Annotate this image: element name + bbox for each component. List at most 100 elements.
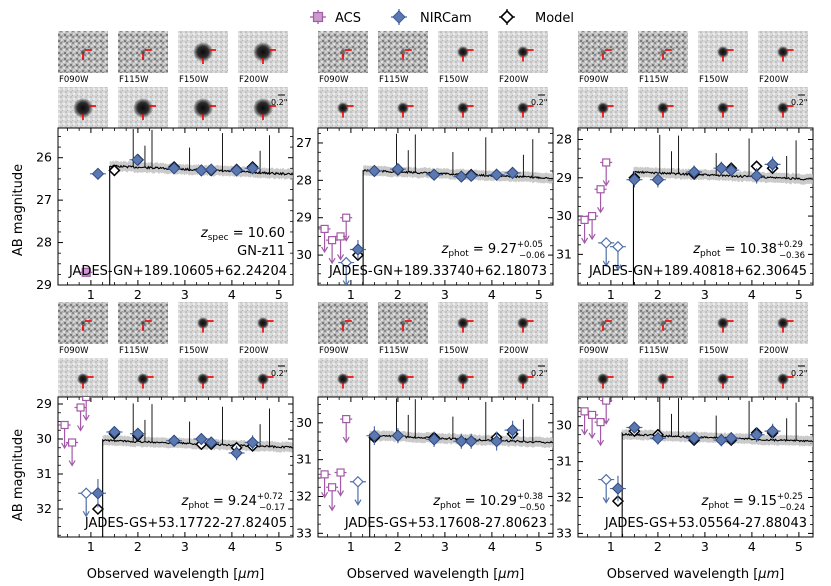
x-axis: 1 2 3 4 5 <box>587 397 803 554</box>
panel-gs-53.17722: F090WF115WF150WF200WF277WF356WF444WSNR0.… <box>36 302 294 554</box>
acs-marker <box>596 185 605 194</box>
source <box>517 317 529 329</box>
y-tick-label: 28 <box>296 172 312 187</box>
model-spectrum <box>632 170 813 285</box>
y-tick-label: 30 <box>556 418 572 433</box>
nircam-point <box>228 164 245 177</box>
stamp: F200W <box>498 31 548 85</box>
acs-arrow-head <box>321 492 329 499</box>
source <box>717 102 729 114</box>
acs-point <box>586 211 599 241</box>
acs-marker <box>580 407 589 416</box>
nircam-marker <box>490 168 503 181</box>
source <box>253 42 273 62</box>
scale-label: 0.2" <box>271 98 287 107</box>
x-axis: 1 2 3 4 5 <box>326 397 543 554</box>
y-axis: 27 28 29 30 <box>296 133 553 284</box>
nircam-point <box>463 433 480 449</box>
nircam-marker <box>600 237 613 249</box>
plot-frame <box>317 127 554 286</box>
nircam-marker <box>628 421 641 434</box>
stamp: F277W <box>58 358 108 412</box>
nircam-point <box>244 435 261 450</box>
x-tick-label: 5 <box>535 539 543 554</box>
y-tick-label: 33 <box>556 525 572 540</box>
source <box>400 320 406 326</box>
nircam-marker <box>465 435 478 448</box>
nircam-marker <box>246 436 259 449</box>
nircam-point <box>748 168 765 184</box>
source <box>140 49 146 55</box>
nircam-point <box>389 162 406 176</box>
legend-model-label: Model <box>535 11 574 26</box>
nircam-arrow-head <box>614 264 622 271</box>
stamp: F090W <box>318 31 368 85</box>
nircam-marker <box>131 427 145 440</box>
acs-point <box>318 224 331 254</box>
x-axis: 1 2 3 4 5 <box>587 128 803 302</box>
annotations: zphot = 10.38+0.29 −0.36 JADES-GN+189.4081… <box>588 240 807 279</box>
acs-marker <box>342 415 351 424</box>
stamp: F200W <box>758 31 808 85</box>
nircam-arrow-head <box>354 499 362 506</box>
y-tick-label: 30 <box>296 247 312 262</box>
nircam-point <box>686 165 703 179</box>
nircam-marker <box>246 162 259 175</box>
source <box>717 317 729 329</box>
acs-arrow-head <box>77 425 85 432</box>
stamp-label: F090W <box>319 75 349 85</box>
stamp-label: F115W <box>119 75 149 85</box>
plot-frame <box>577 396 814 538</box>
nircam-marker <box>195 432 208 446</box>
scale-label: 0.2" <box>791 98 807 107</box>
y-axis: 30 31 32 33 <box>556 398 813 540</box>
source <box>457 102 469 114</box>
y-axis: 26 27 28 29 <box>36 136 293 292</box>
source <box>777 46 789 58</box>
plot-frame <box>317 396 554 538</box>
source <box>140 320 146 326</box>
stamp: F090W <box>318 302 368 356</box>
stamp-label: F090W <box>579 346 609 356</box>
acs-arrow-head <box>597 206 605 214</box>
annotations: zphot = 10.29+0.38 −0.50 JADES-GS+53.17608… <box>344 492 547 531</box>
source <box>193 42 213 62</box>
redshift-label: zphot = 9.15+0.25 −0.24 <box>700 492 805 513</box>
stamp: F090W <box>578 302 628 356</box>
y-tick-label: 31 <box>36 466 52 481</box>
x-tick-label: 3 <box>701 539 709 554</box>
xlabel: Observed wavelength [μm] <box>607 567 785 582</box>
stamp: F115W <box>118 31 168 85</box>
acs-arrow-head <box>68 460 76 467</box>
source <box>133 98 153 118</box>
nircam-point <box>349 240 366 259</box>
stamp: F356W <box>638 87 688 141</box>
y-tick-label: 33 <box>296 525 312 540</box>
source <box>337 373 349 385</box>
stamps: F090WF115WF150WF200WF277WF356WF444WSNR0.… <box>58 302 288 412</box>
stamp-label: F090W <box>319 346 349 356</box>
nircam-point <box>426 431 443 447</box>
panel-gn-189.3374: F090WF115WF150WF200WF277WF356WF444WSNR0.… <box>296 31 554 302</box>
acs-point <box>340 213 353 242</box>
stamp-label: F115W <box>379 75 409 85</box>
stamp: F115W <box>378 302 428 356</box>
x-tick-label: 4 <box>228 287 236 302</box>
nircam-marker <box>91 487 105 500</box>
y-axis: 28 29 30 31 <box>556 129 813 284</box>
xlabel: Observed wavelength [μm] <box>347 567 525 582</box>
x-tick-label: 3 <box>181 287 189 302</box>
source <box>660 49 666 55</box>
source <box>340 49 346 55</box>
scale-label: 0.2" <box>791 369 807 378</box>
acs-arrow-head <box>337 490 345 497</box>
nircam-marker <box>427 168 441 181</box>
x-tick-label: 5 <box>275 539 283 554</box>
y-tick-label: 28 <box>556 131 572 146</box>
nircam-marker <box>750 428 763 441</box>
nircam-point <box>389 428 406 444</box>
nircam-point <box>488 168 505 181</box>
source <box>197 373 209 385</box>
x-tick-label: 2 <box>134 287 142 302</box>
x-tick-label: 3 <box>441 539 449 554</box>
